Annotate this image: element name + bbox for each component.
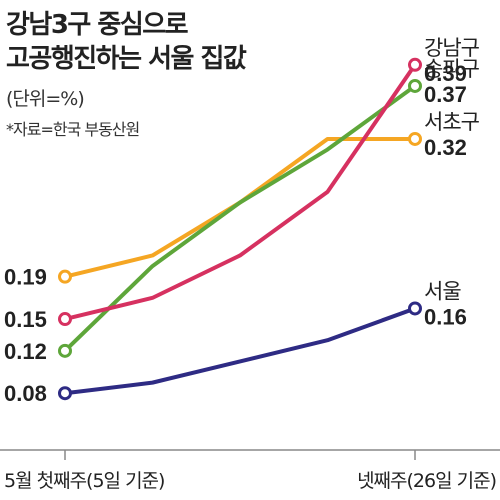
chart-title-line2: 고공행진하는 서울 집값 — [6, 44, 247, 74]
series-line-2 — [63, 83, 417, 353]
source-label: *자료=한국 부동산원 — [6, 120, 140, 139]
end-value-label-0: 0.32 — [424, 135, 467, 160]
end-value-label-3: 0.16 — [424, 304, 467, 329]
series-name-label-2: 송파구 — [424, 57, 480, 81]
series-name-label-1: 강남구 — [424, 36, 480, 60]
data-point-3-0 — [58, 386, 72, 401]
start-value-label-0: 0.19 — [4, 265, 47, 290]
x-tick-label-0: 5월 첫째주(5일 기준) — [4, 470, 164, 492]
data-point-1-4 — [408, 57, 422, 72]
end-value-label-2: 0.37 — [424, 82, 467, 107]
data-point-2-4 — [408, 78, 422, 93]
end-value-label-1: 0.39 — [424, 61, 467, 86]
chart-title-line1: 강남3구 중심으로 — [6, 10, 189, 40]
x-tick-label-4: 넷째주(26일 기준) — [357, 470, 496, 492]
data-point-1-0 — [58, 312, 72, 327]
start-value-label-3: 0.08 — [4, 381, 47, 406]
data-point-0-0 — [58, 269, 72, 284]
unit-label: (단위=%) — [6, 88, 85, 110]
data-point-2-0 — [58, 343, 72, 358]
data-point-3-4 — [408, 301, 422, 316]
series-line-1 — [63, 62, 417, 322]
series-name-label-3: 서울 — [424, 279, 461, 303]
series-name-label-0: 서초구 — [424, 110, 480, 134]
series-line-3 — [63, 306, 417, 396]
start-value-label-1: 0.15 — [4, 307, 47, 332]
data-point-0-4 — [408, 131, 422, 146]
start-value-label-2: 0.12 — [4, 339, 47, 364]
